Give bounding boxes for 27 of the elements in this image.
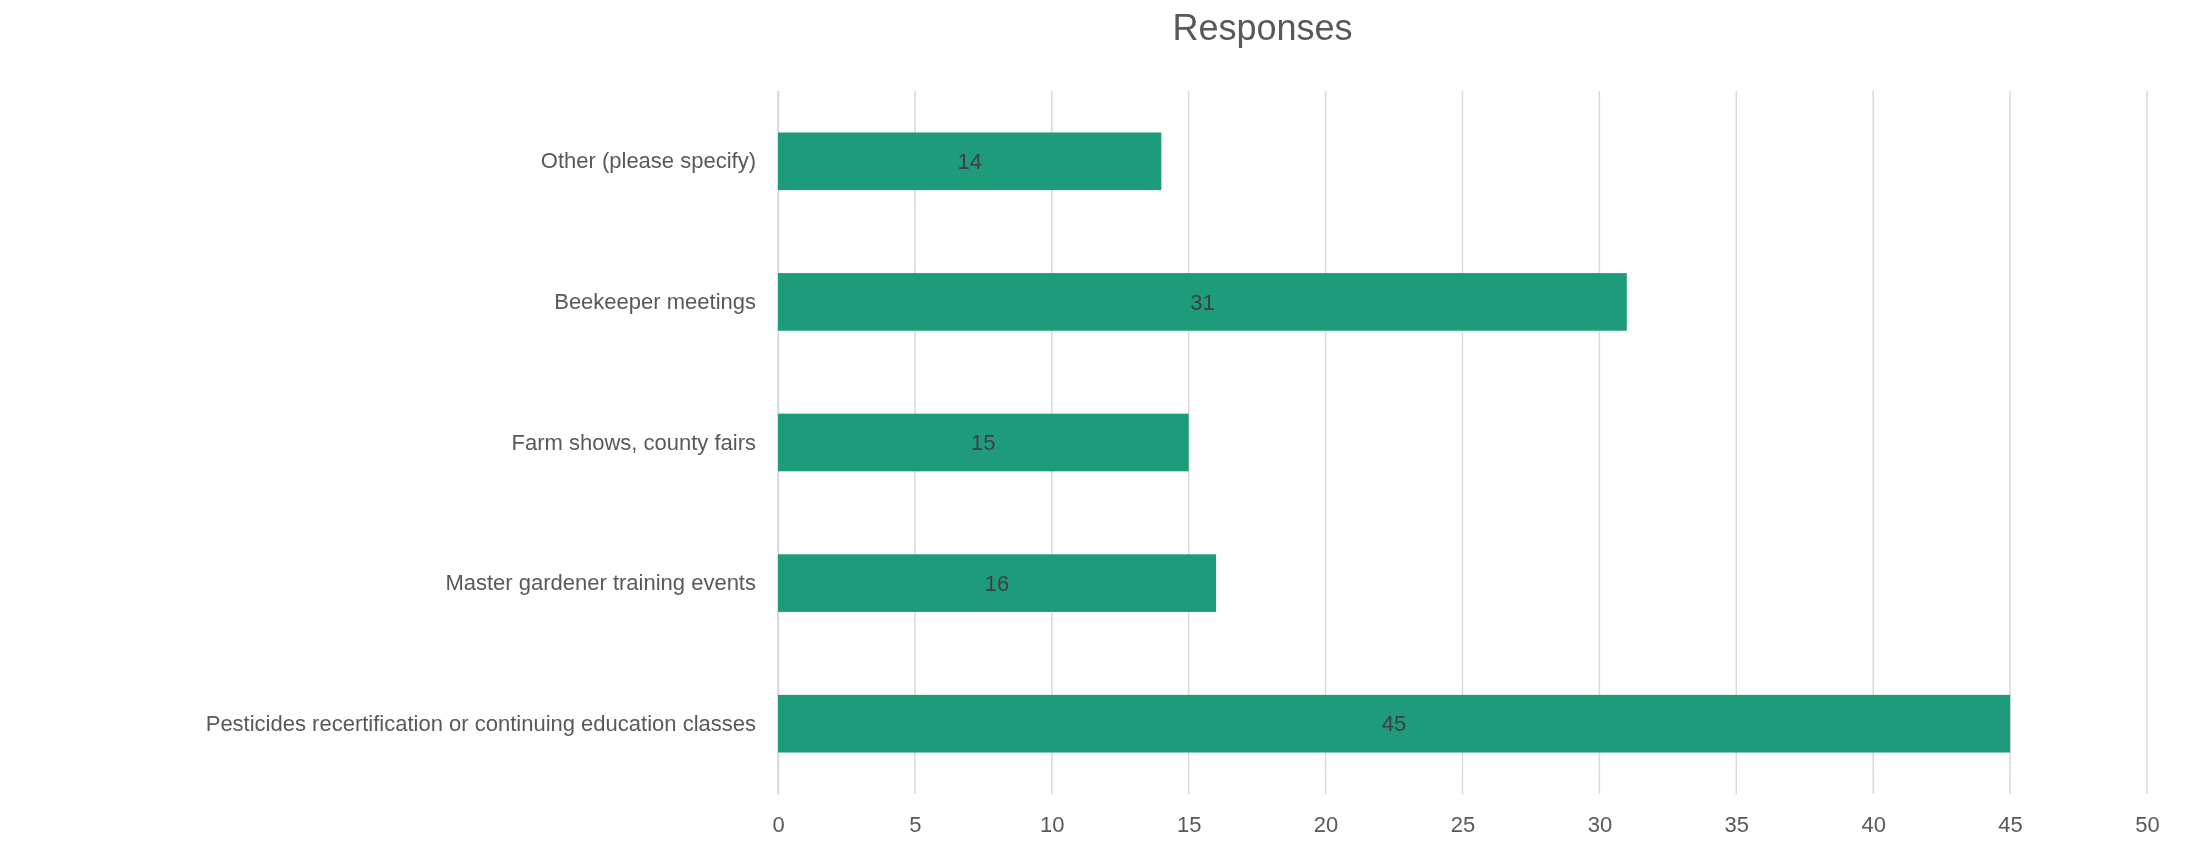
y-tick-label: Farm shows, county fairs bbox=[511, 429, 756, 455]
bar bbox=[778, 694, 2011, 753]
x-tick-label: 40 bbox=[1861, 811, 1886, 837]
data-label: 45 bbox=[1381, 711, 1407, 737]
bar bbox=[778, 554, 1217, 612]
x-tick-label: 0 bbox=[772, 811, 785, 837]
y-tick-label: Other (please specify) bbox=[540, 148, 756, 174]
x-tick-label: 20 bbox=[1313, 811, 1339, 837]
data-label: 16 bbox=[984, 570, 1010, 596]
bar bbox=[778, 413, 1189, 472]
x-tick-label: 45 bbox=[1998, 811, 2023, 837]
x-tick-label: 35 bbox=[1724, 811, 1750, 837]
x-tick-label: 30 bbox=[1587, 811, 1613, 837]
bar bbox=[778, 132, 1162, 191]
x-tick-label: 50 bbox=[2135, 811, 2160, 837]
y-tick-label: Pesticides recertification or continuing education classes bbox=[205, 710, 756, 736]
x-tick-label: 15 bbox=[1176, 811, 1202, 837]
x-tick-label: 10 bbox=[1040, 811, 1065, 837]
data-label: 31 bbox=[1190, 289, 1215, 315]
y-tick-label: Beekeeper meetings bbox=[554, 288, 756, 314]
x-tick-label: 5 bbox=[909, 811, 922, 837]
data-label: 15 bbox=[971, 430, 996, 456]
bar bbox=[778, 273, 1627, 331]
chart-title: Responses bbox=[1172, 7, 1353, 48]
y-tick-label: Master gardener training events bbox=[445, 570, 756, 596]
data-label: 14 bbox=[957, 149, 982, 174]
x-tick-label: 25 bbox=[1450, 811, 1476, 837]
